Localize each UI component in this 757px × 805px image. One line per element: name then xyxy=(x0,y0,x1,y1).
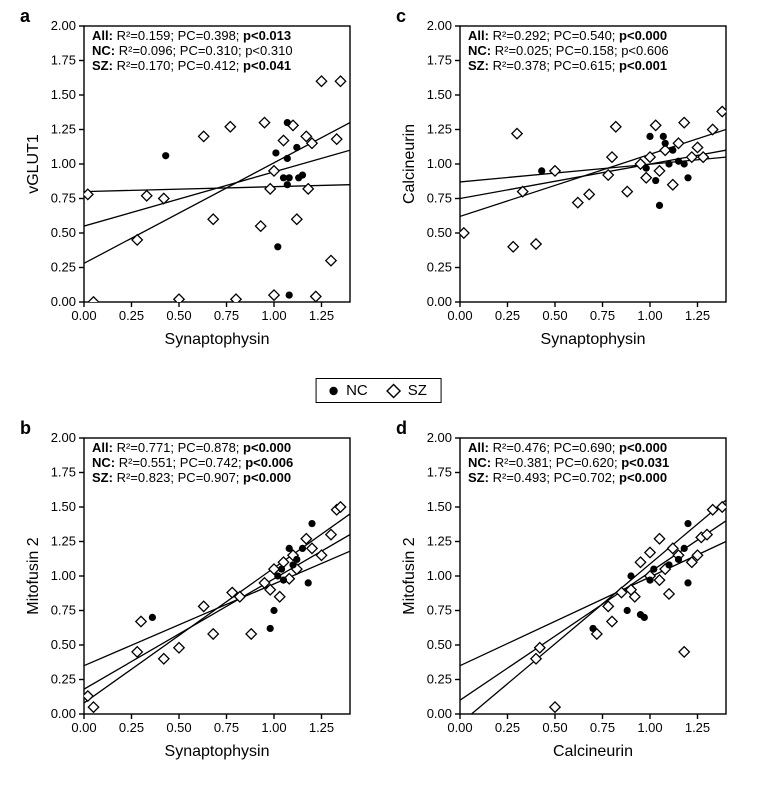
svg-text:1.00: 1.00 xyxy=(261,720,286,735)
svg-text:0.25: 0.25 xyxy=(427,260,452,275)
legend-marker-sz xyxy=(386,383,402,399)
svg-text:1.25: 1.25 xyxy=(685,308,710,323)
svg-text:SZ: R²=0.378; PC=0.615; p<0.0: SZ: R²=0.378; PC=0.615; p<0.001 xyxy=(468,58,667,73)
figure-root: a 0.00 0.25 0.50 0.75 1.00 1.25 0.00 0.25 0.50 0.7… xyxy=(0,0,757,805)
panel-label-d: d xyxy=(396,418,407,439)
svg-text:1.00: 1.00 xyxy=(637,720,662,735)
xlabel: Synaptophysin xyxy=(541,331,646,348)
svg-text:0.75: 0.75 xyxy=(214,720,239,735)
svg-text:SZ: R²=0.823; PC=0.907; p<0.0: SZ: R²=0.823; PC=0.907; p<0.000 xyxy=(92,470,291,485)
svg-text:1.50: 1.50 xyxy=(427,499,452,514)
svg-text:2.00: 2.00 xyxy=(51,430,76,445)
svg-text:1.25: 1.25 xyxy=(427,534,452,549)
svg-text:1.50: 1.50 xyxy=(51,87,76,102)
svg-text:1.75: 1.75 xyxy=(51,53,76,68)
svg-text:0.25: 0.25 xyxy=(495,720,520,735)
svg-text:SZ: R²=0.493; PC=0.702; p<0.0: SZ: R²=0.493; PC=0.702; p<0.000 xyxy=(468,470,667,485)
svg-text:1.75: 1.75 xyxy=(427,53,452,68)
svg-text:0.75: 0.75 xyxy=(427,191,452,206)
svg-text:1.00: 1.00 xyxy=(427,156,452,171)
svg-text:NC: R²=0.025; PC=0.158; p<0.60: NC: R²=0.025; PC=0.158; p<0.606 xyxy=(468,43,669,58)
panel-label-c: c xyxy=(396,6,406,27)
svg-text:0.00: 0.00 xyxy=(447,308,472,323)
panel-label-a: a xyxy=(20,6,30,27)
xlabel: Calcineurin xyxy=(553,743,633,760)
ylabel: vGLUT1 xyxy=(25,134,42,194)
ylabel: Mitofusin 2 xyxy=(25,537,42,614)
svg-text:NC: R²=0.381; PC=0.620; p<0.03: NC: R²=0.381; PC=0.620; p<0.031 xyxy=(468,455,669,470)
svg-text:0.50: 0.50 xyxy=(427,225,452,240)
svg-text:2.00: 2.00 xyxy=(51,18,76,33)
svg-text:0.75: 0.75 xyxy=(51,603,76,618)
svg-text:0.50: 0.50 xyxy=(51,225,76,240)
svg-text:0.75: 0.75 xyxy=(51,191,76,206)
svg-text:1.00: 1.00 xyxy=(637,308,662,323)
svg-text:1.75: 1.75 xyxy=(51,465,76,480)
svg-text:0.00: 0.00 xyxy=(427,706,452,721)
svg-text:1.00: 1.00 xyxy=(427,568,452,583)
legend-label-sz: SZ xyxy=(408,382,427,399)
svg-text:1.25: 1.25 xyxy=(51,122,76,137)
legend-marker-nc xyxy=(326,384,340,398)
svg-text:1.50: 1.50 xyxy=(51,499,76,514)
svg-text:2.00: 2.00 xyxy=(427,430,452,445)
svg-text:0.50: 0.50 xyxy=(542,308,567,323)
svg-text:0.25: 0.25 xyxy=(427,672,452,687)
panel-label-b: b xyxy=(20,418,31,439)
svg-text:1.25: 1.25 xyxy=(309,720,334,735)
svg-text:1.00: 1.00 xyxy=(51,156,76,171)
svg-text:0.50: 0.50 xyxy=(166,308,191,323)
svg-text:NC: R²=0.551; PC=0.742; p<0.00: NC: R²=0.551; PC=0.742; p<0.006 xyxy=(92,455,293,470)
svg-text:0.25: 0.25 xyxy=(51,672,76,687)
xlabel: Synaptophysin xyxy=(165,743,270,760)
panel-b: b 0.00 0.25 0.50 0.75 1.00 1.25 0.00 0.25 0.50 0.7… xyxy=(22,420,362,770)
svg-text:0.50: 0.50 xyxy=(166,720,191,735)
svg-text:0.75: 0.75 xyxy=(590,308,615,323)
svg-text:1.75: 1.75 xyxy=(427,465,452,480)
svg-text:2.00: 2.00 xyxy=(427,18,452,33)
svg-text:All: R²=0.476; PC=0.690; p<0.: All: R²=0.476; PC=0.690; p<0.000 xyxy=(468,440,667,455)
ylabel: Calcineurin xyxy=(401,124,418,204)
legend-label-nc: NC xyxy=(346,382,368,399)
svg-text:SZ: R²=0.170; PC=0.412; p<0.0: SZ: R²=0.170; PC=0.412; p<0.041 xyxy=(92,58,291,73)
svg-text:0.00: 0.00 xyxy=(51,706,76,721)
svg-text:0.00: 0.00 xyxy=(71,720,96,735)
svg-text:0.00: 0.00 xyxy=(427,294,452,309)
svg-text:All: R²=0.771; PC=0.878; p<0.: All: R²=0.771; PC=0.878; p<0.000 xyxy=(92,440,291,455)
panel-a: a 0.00 0.25 0.50 0.75 1.00 1.25 0.00 0.25 0.50 0.7… xyxy=(22,8,362,358)
svg-text:1.25: 1.25 xyxy=(51,534,76,549)
svg-text:0.25: 0.25 xyxy=(119,720,144,735)
svg-text:1.25: 1.25 xyxy=(309,308,334,323)
legend-box: NC SZ xyxy=(315,378,442,403)
svg-text:All: R²=0.159; PC=0.398; p<0.: All: R²=0.159; PC=0.398; p<0.013 xyxy=(92,28,291,43)
svg-text:0.75: 0.75 xyxy=(590,720,615,735)
svg-text:0.75: 0.75 xyxy=(214,308,239,323)
ylabel: Mitofusin 2 xyxy=(401,537,418,614)
svg-text:NC: R²=0.096; PC=0.310; p<0.31: NC: R²=0.096; PC=0.310; p<0.310 xyxy=(92,43,293,58)
svg-text:0.00: 0.00 xyxy=(71,308,96,323)
svg-text:1.25: 1.25 xyxy=(685,720,710,735)
svg-text:1.25: 1.25 xyxy=(427,122,452,137)
svg-text:0.50: 0.50 xyxy=(427,637,452,652)
svg-text:1.50: 1.50 xyxy=(427,87,452,102)
panel-d: d 0.00 0.25 0.50 0.75 1.00 1.25 0.00 0.25 0.50 0.7… xyxy=(398,420,738,770)
svg-text:0.00: 0.00 xyxy=(447,720,472,735)
svg-text:0.50: 0.50 xyxy=(51,637,76,652)
svg-text:All: R²=0.292; PC=0.540; p<0.: All: R²=0.292; PC=0.540; p<0.000 xyxy=(468,28,667,43)
svg-text:0.25: 0.25 xyxy=(495,308,520,323)
svg-text:1.00: 1.00 xyxy=(261,308,286,323)
svg-text:0.25: 0.25 xyxy=(51,260,76,275)
svg-text:1.00: 1.00 xyxy=(51,568,76,583)
svg-text:0.50: 0.50 xyxy=(542,720,567,735)
svg-text:0.75: 0.75 xyxy=(427,603,452,618)
panel-c: c 0.00 0.25 0.50 0.75 1.00 1.25 0.00 0.25 0.50 0.7… xyxy=(398,8,738,358)
svg-text:0.00: 0.00 xyxy=(51,294,76,309)
svg-text:0.25: 0.25 xyxy=(119,308,144,323)
xlabel: Synaptophysin xyxy=(165,331,270,348)
